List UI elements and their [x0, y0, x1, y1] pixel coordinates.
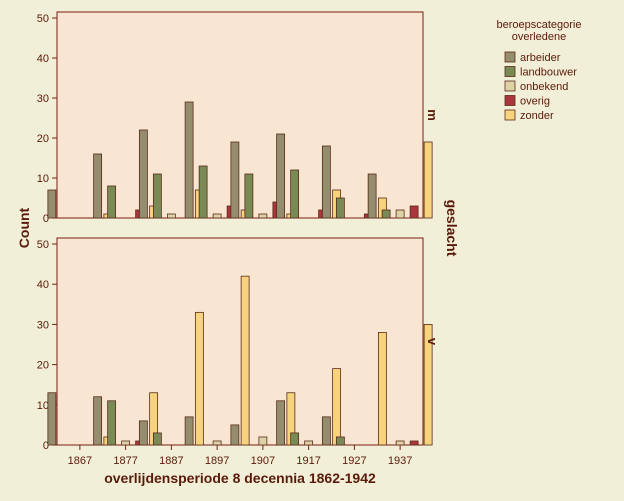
bar-arbeider: [321, 416, 331, 446]
y-tick-label: 40: [37, 53, 49, 65]
bar-overig: [409, 205, 419, 219]
legend-label-overig: overig: [520, 96, 550, 108]
y-tick-label: 30: [37, 93, 49, 105]
x-axis-title: overlijdensperiode 8 decennia 1862-1942: [104, 470, 376, 486]
facet-axis-title: geslacht: [444, 200, 460, 257]
y-tick-label: 30: [37, 319, 49, 331]
bar-landbouwer: [335, 197, 345, 219]
legend-swatch-overig: [504, 95, 516, 106]
bar-zonder: [240, 275, 250, 446]
y-tick-label: 0: [43, 440, 49, 452]
bar-landbouwer: [290, 432, 300, 446]
x-tick-label: 1937: [388, 455, 412, 467]
bar-zonder: [423, 141, 433, 219]
legend-swatch-zonder: [504, 109, 516, 121]
bar-arbeider: [93, 153, 103, 219]
x-tick-label: 1867: [68, 455, 92, 467]
bar-arbeider: [230, 141, 240, 219]
bar-onbekend: [304, 440, 314, 446]
bar-onbekend: [258, 213, 268, 219]
bar-landbouwer: [290, 169, 300, 219]
bar-overig: [409, 440, 419, 446]
y-tick-label: 10: [37, 173, 49, 185]
bar-landbouwer: [152, 432, 162, 446]
x-tick-label: 1897: [205, 455, 229, 467]
legend-title: beroepscategorie: [496, 19, 581, 31]
legend-swatch-landbouwer: [504, 66, 516, 77]
bar-onbekend: [121, 440, 131, 446]
bar-landbouwer: [335, 436, 345, 446]
legend-label-onbekend: onbekend: [520, 81, 568, 93]
facet-label-m: m: [425, 109, 440, 121]
bar-zonder: [423, 324, 433, 446]
bar-landbouwer: [107, 400, 117, 446]
bar-landbouwer: [152, 173, 162, 219]
facet-label-v: v: [425, 338, 440, 346]
x-tick-label: 1927: [342, 455, 366, 467]
bar-arbeider: [47, 189, 57, 219]
bar-arbeider: [184, 416, 194, 446]
legend-label-zonder: zonder: [520, 110, 554, 122]
bar-landbouwer: [244, 173, 254, 219]
x-tick-label: 1917: [296, 455, 320, 467]
bar-zonder: [194, 311, 204, 446]
y-axis-title: Count: [16, 207, 32, 248]
bar-landbouwer: [107, 185, 117, 219]
y-tick-label: 50: [37, 13, 49, 25]
bar-onbekend: [395, 209, 405, 219]
bar-arbeider: [93, 396, 103, 446]
y-tick-label: 0: [43, 213, 49, 225]
bar-arbeider: [321, 145, 331, 219]
bar-zonder: [332, 368, 342, 446]
bar-arbeider: [276, 400, 286, 446]
y-tick-label: 40: [37, 279, 49, 291]
legend-label-arbeider: arbeider: [520, 52, 561, 64]
y-tick-label: 50: [37, 239, 49, 251]
panel-background: [56, 237, 424, 446]
bar-arbeider: [230, 424, 240, 446]
bar-onbekend: [212, 440, 222, 446]
x-tick-label: 1887: [159, 455, 183, 467]
y-tick-label: 10: [37, 400, 49, 412]
x-tick-label: 1877: [113, 455, 137, 467]
x-tick-label: 1907: [251, 455, 275, 467]
bar-arbeider: [276, 133, 286, 219]
bar-onbekend: [212, 213, 222, 219]
legend-label-landbouwer: landbouwer: [520, 67, 577, 79]
legend-title: overledene: [512, 31, 566, 43]
bar-onbekend: [395, 440, 405, 446]
bar-arbeider: [47, 392, 57, 446]
bar-arbeider: [367, 173, 377, 219]
bar-arbeider: [138, 129, 148, 219]
legend-swatch-arbeider: [504, 51, 516, 63]
bar-arbeider: [184, 101, 194, 219]
legend-swatch-onbekend: [504, 80, 516, 92]
bar-onbekend: [166, 213, 176, 219]
y-tick-label: 20: [37, 360, 49, 372]
panel-background: [56, 11, 424, 219]
bar-arbeider: [138, 420, 148, 446]
bar-landbouwer: [198, 165, 208, 219]
bar-onbekend: [258, 436, 268, 446]
y-tick-label: 20: [37, 133, 49, 145]
bar-landbouwer: [381, 209, 391, 219]
bar-zonder: [377, 332, 387, 446]
